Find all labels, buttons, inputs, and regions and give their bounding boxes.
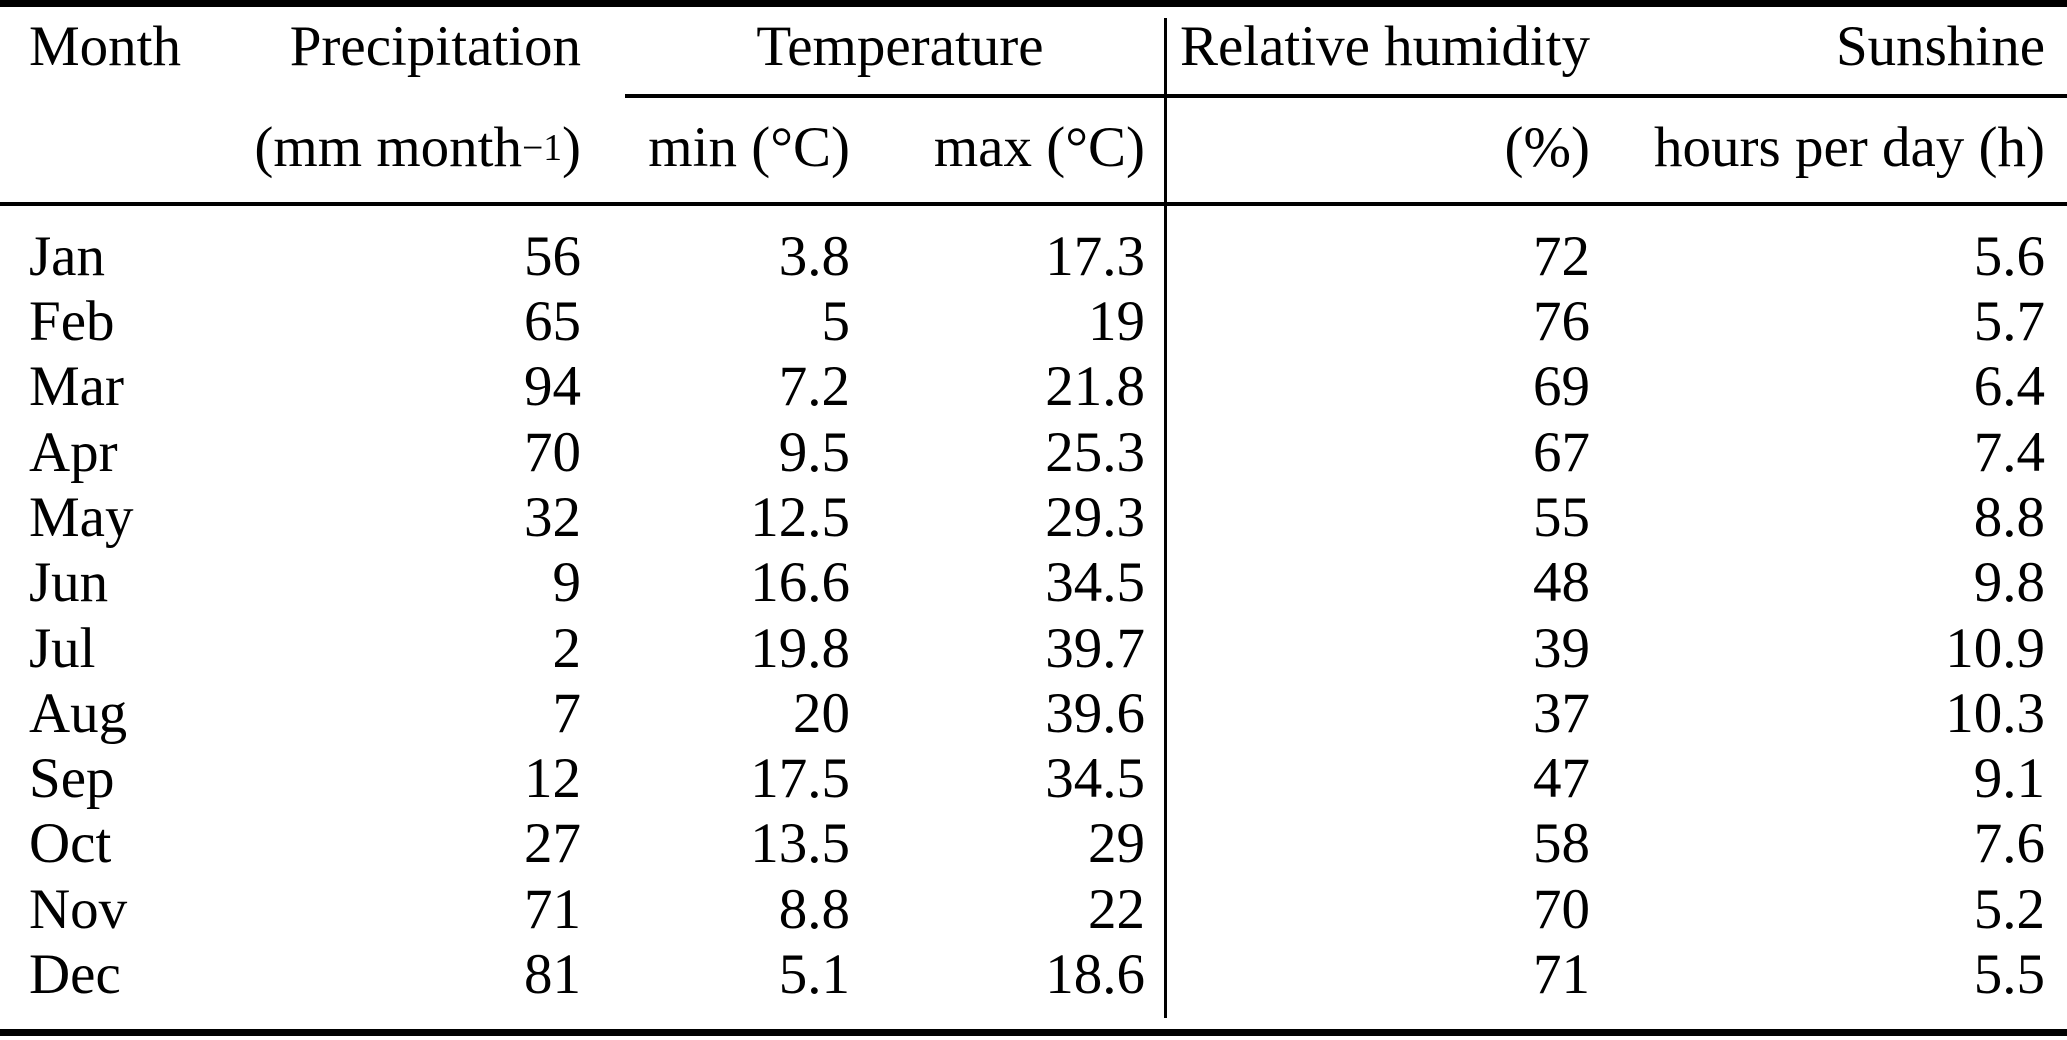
cell-temp-min: 5 [821,290,851,354]
cell-precipitation: 2 [552,616,582,680]
cell-relative-humidity: 47 [1533,747,1590,811]
cell-temp-max: 39.7 [1045,616,1145,680]
cell-temp-min: 13.5 [750,812,850,876]
table-bottom-rule [0,1029,2067,1036]
cell-temp-max: 39.6 [1045,681,1145,745]
cell-relative-humidity: 37 [1533,681,1590,745]
cell-temp-min: 8.8 [778,877,850,941]
precipitation-unit-close: ) [562,115,581,179]
cell-temp-max: 22 [1088,877,1145,941]
cell-temp-min: 7.2 [778,355,850,419]
cell-precipitation: 65 [524,290,581,354]
cell-month: Jan [29,224,105,288]
cell-relative-humidity: 76 [1533,290,1590,354]
col-header-sunshine: Sunshine [1835,14,2045,78]
cell-month: Nov [29,877,128,941]
cell-month: Sep [29,747,115,811]
cell-temp-max: 29 [1088,812,1145,876]
cell-temp-min: 5.1 [778,943,850,1006]
cell-precipitation: 71 [524,877,581,941]
header-data-spacer [0,202,2067,224]
cell-temp-max: 19 [1088,290,1145,354]
precipitation-unit-base: (mm month [254,115,522,179]
cell-temp-min: 17.5 [750,747,850,811]
cell-sunshine: 5.5 [1973,943,2045,1006]
cell-sunshine: 6.4 [1973,355,2045,419]
cell-month: Aug [29,681,128,745]
cell-sunshine: 7.6 [1973,812,2045,876]
cell-temp-max: 34.5 [1045,551,1145,615]
unit-cell-humidity: (%) [1504,115,1590,179]
cell-temp-max: 18.6 [1045,943,1145,1006]
cell-relative-humidity: 48 [1533,551,1590,615]
cell-month: Jun [29,551,109,615]
col-header-relative-humidity: Relative humidity [1179,14,1590,78]
cell-sunshine: 10.9 [1945,616,2045,680]
col-header-precipitation: Precipitation [289,14,581,78]
table-top-rule [0,0,2067,7]
cell-month: Apr [29,420,118,484]
cell-precipitation: 7 [552,681,582,745]
cell-month: Jul [29,616,96,680]
cell-sunshine: 10.3 [1945,681,2045,745]
cell-precipitation: 56 [524,224,581,288]
column-separator-line [1164,18,1167,1018]
cell-relative-humidity: 69 [1533,355,1590,419]
cell-month: Dec [29,943,121,1006]
cell-sunshine: 9.1 [1973,747,2045,811]
cell-temp-min: 3.8 [778,224,850,288]
cell-temp-max: 17.3 [1045,224,1145,288]
cell-relative-humidity: 55 [1533,485,1590,549]
cell-precipitation: 9 [552,551,582,615]
cell-relative-humidity: 67 [1533,420,1590,484]
cell-relative-humidity: 72 [1533,224,1590,288]
cell-sunshine: 8.8 [1973,485,2045,549]
cell-precipitation: 27 [524,812,581,876]
col-header-temperature-group: Temperature [756,14,1044,78]
cell-sunshine: 5.7 [1973,290,2045,354]
cell-relative-humidity: 58 [1533,812,1590,876]
header-group-rule [625,94,2067,98]
cell-temp-min: 19.8 [750,616,850,680]
cell-precipitation: 81 [524,943,581,1006]
cell-month: May [29,485,134,549]
cell-temp-max: 34.5 [1045,747,1145,811]
cell-precipitation: 12 [524,747,581,811]
cell-relative-humidity: 70 [1533,877,1590,941]
cell-temp-min: 20 [793,681,850,745]
cell-temp-min: 12.5 [750,485,850,549]
cell-temp-min: 16.6 [750,551,850,615]
unit-cell-temp-max: max (°C) [933,115,1145,179]
header-bottom-rule [0,202,2067,206]
cell-temp-min: 9.5 [778,420,850,484]
cell-sunshine: 7.4 [1973,420,2045,484]
cell-sunshine: 5.2 [1973,877,2045,941]
cell-precipitation: 94 [524,355,581,419]
cell-relative-humidity: 39 [1533,616,1590,680]
cell-sunshine: 9.8 [1973,551,2045,615]
cell-precipitation: 32 [524,485,581,549]
col-header-month: Month [29,14,182,78]
cell-month: Oct [29,812,112,876]
unit-cell-precipitation: (mm month −1) [254,115,581,179]
unit-cell-sunshine: hours per day (h) [1654,115,2045,179]
unit-cell-temp-min: min (°C) [648,115,850,179]
cell-month: Mar [29,355,124,419]
cell-month: Feb [29,290,115,354]
cell-temp-max: 21.8 [1045,355,1145,419]
cell-sunshine: 5.6 [1973,224,2045,288]
cell-relative-humidity: 71 [1533,943,1590,1006]
cell-temp-max: 25.3 [1045,420,1145,484]
cell-precipitation: 70 [524,420,581,484]
cell-temp-max: 29.3 [1045,485,1145,549]
